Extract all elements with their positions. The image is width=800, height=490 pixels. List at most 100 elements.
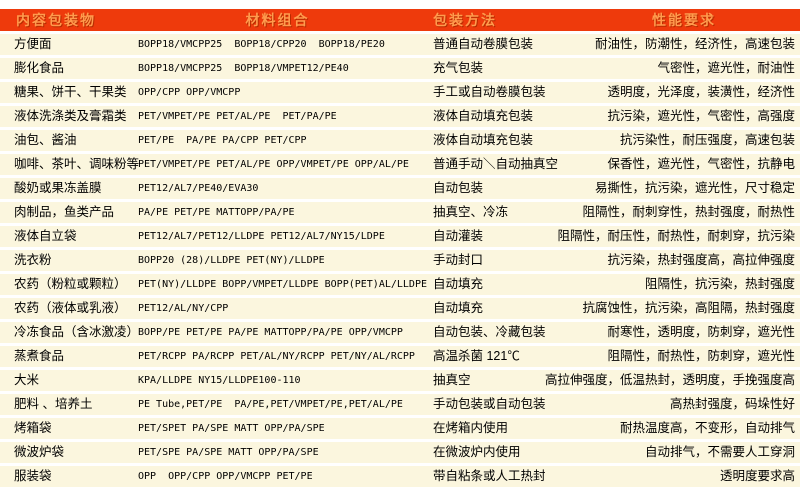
cell-requirements: 透明度要求高 <box>568 464 800 490</box>
cell-method: 手工或自动卷膜包装 <box>425 80 568 106</box>
cell-item: 酸奶或果冻盖膜 <box>0 176 130 202</box>
cell-method: 在烤箱内使用 <box>425 416 568 442</box>
cell-requirements: 抗污染，遮光性，气密性，高强度 <box>568 104 800 130</box>
column-header-materials: 材料组合 <box>130 9 425 34</box>
cell-method: 手动包装或自动包装 <box>425 392 568 418</box>
column-header-item: 内容包装物 <box>0 9 130 34</box>
table-header-row: 内容包装物 材料组合 包装方法 性能要求 <box>0 9 800 34</box>
cell-materials: PA/PE PET/PE MATTOPP/PA/PE <box>130 200 425 226</box>
cell-item: 农药（液体或乳液） <box>0 296 130 322</box>
cell-method: 自动灌装 <box>425 224 568 250</box>
cell-requirements: 耐热温度高，不变形，自动排气 <box>568 416 800 442</box>
cell-materials: OPP/CPP OPP/VMCPP <box>130 80 425 106</box>
cell-method: 抽真空、冷冻 <box>425 200 568 226</box>
table-row: 液体洗涤类及膏霜类 PET/VMPET/PE PET/AL/PE PET/PA/P… <box>0 104 800 130</box>
cell-materials: PET/SPE PA/SPE MATT OPP/PA/SPE <box>130 440 425 466</box>
cell-requirements: 抗腐蚀性，抗污染，高阻隔，热封强度 <box>568 296 800 322</box>
cell-item: 膨化食品 <box>0 56 130 82</box>
cell-method: 普通自动卷膜包装 <box>425 32 568 58</box>
cell-requirements: 阻隔性，抗污染，热封强度 <box>568 272 800 298</box>
table-row: 膨化食品 BOPP18/VMCPP25 BOPP18/VMPET12/PE40 充气… <box>0 56 800 82</box>
column-header-method: 包装方法 <box>425 9 568 34</box>
cell-materials: PET(NY)/LLDPE BOPP/VMPET/LLDPE BOPP(PET)… <box>130 272 427 298</box>
cell-materials: BOPP18/VMCPP25 BOPP18/VMPET12/PE40 <box>130 56 425 82</box>
cell-item: 方便面 <box>0 32 130 58</box>
cell-materials: PET12/AL/NY/CPP <box>130 296 425 322</box>
cell-item: 冷冻食品（含冰激凌） <box>0 320 139 346</box>
cell-requirements: 耐寒性，透明度，防刺穿，遮光性 <box>568 320 800 346</box>
packaging-table: 内容包装物 材料组合 包装方法 性能要求 方便面 BOPP18/VMCPP25 B… <box>0 9 800 490</box>
cell-requirements: 自动排气，不需要人工穿洞 <box>568 440 800 466</box>
table-row: 方便面 BOPP18/VMCPP25 BOPP18/CPP20 BOPP18/PE… <box>0 32 800 58</box>
cell-requirements: 耐油性，防潮性，经济性，高速包装 <box>568 32 800 58</box>
cell-requirements: 气密性，遮光性，耐油性 <box>568 56 800 82</box>
cell-item: 服装袋 <box>0 464 130 490</box>
table-row: 农药（液体或乳液） PET12/AL/NY/CPP 自动填充 抗腐蚀性，抗污染，高阻隔… <box>0 296 800 322</box>
table-row: 液体自立袋 PET12/AL7/PET12/LLDPE PET12/AL7/NY1… <box>0 224 800 250</box>
cell-item: 液体自立袋 <box>0 224 130 250</box>
table-row: 洗衣粉 BOPP20 (28)/LLDPE PET(NY)/LLDPE 手动封口 抗污… <box>0 248 800 274</box>
cell-requirements: 阻隔性，耐刺穿性，热封强度，耐热性 <box>568 200 800 226</box>
cell-materials: OPP OPP/CPP OPP/VMCPP PET/PE <box>130 464 425 490</box>
cell-item: 液体洗涤类及膏霜类 <box>0 104 130 130</box>
table-row: 酸奶或果冻盖膜 PET12/AL7/PE40/EVA30 自动包装 易撕性，抗污染，遮… <box>0 176 800 202</box>
table-body: 方便面 BOPP18/VMCPP25 BOPP18/CPP20 BOPP18/PE… <box>0 32 800 490</box>
table-row: 冷冻食品（含冰激凌） BOPP/PE PET/PE PA/PE MATTOPP/P… <box>0 320 800 346</box>
cell-requirements: 高拉伸强度，低温热封，透明度，手挽强度高 <box>545 368 800 394</box>
cell-item: 洗衣粉 <box>0 248 130 274</box>
cell-materials: KPA/LLDPE NY15/LLDPE100-110 <box>130 368 425 394</box>
cell-item: 肥料 、培养土 <box>0 392 130 418</box>
cell-item: 微波炉袋 <box>0 440 130 466</box>
table-row: 肉制品，鱼类产品 PA/PE PET/PE MATTOPP/PA/PE 抽真空、冷冻… <box>0 200 800 226</box>
cell-item: 肉制品，鱼类产品 <box>0 200 130 226</box>
cell-method: 普通手动＼自动抽真空 <box>425 152 568 178</box>
cell-requirements: 保香性，遮光性，气密性，抗静电 <box>568 152 800 178</box>
cell-materials: PET/VMPET/PE PET/AL/PE PET/PA/PE <box>130 104 425 130</box>
cell-item: 大米 <box>0 368 130 394</box>
cell-method: 充气包装 <box>425 56 568 82</box>
cell-requirements: 易撕性，抗污染，遮光性，尺寸稳定 <box>568 176 800 202</box>
cell-item: 糖果、饼干、干果类 <box>0 80 130 106</box>
table-row: 肥料 、培养土 PE Tube,PET/PE PA/PE,PET/VMPET/PE… <box>0 392 800 418</box>
cell-method: 抽真空 <box>425 368 568 394</box>
cell-method: 自动包装 <box>425 176 568 202</box>
cell-requirements: 抗污染性，耐压强度，高速包装 <box>568 128 800 154</box>
table-row: 糖果、饼干、干果类 OPP/CPP OPP/VMCPP 手工或自动卷膜包装 透明度，光… <box>0 80 800 106</box>
table-row: 农药（粉粒或颗粒） PET(NY)/LLDPE BOPP/VMPET/LLDPE … <box>0 272 800 298</box>
table-row: 咖啡、茶叶、调味粉等 PET/VMPET/PE PET/AL/PE OPP/VMP… <box>0 152 800 178</box>
cell-materials: PE Tube,PET/PE PA/PE,PET/VMPET/PE,PET/AL… <box>130 392 425 418</box>
cell-item: 烤箱袋 <box>0 416 130 442</box>
cell-item: 蒸煮食品 <box>0 344 130 370</box>
cell-materials: PET12/AL7/PE40/EVA30 <box>130 176 425 202</box>
table-row: 微波炉袋 PET/SPE PA/SPE MATT OPP/PA/SPE 在微波炉内使… <box>0 440 800 466</box>
table-row: 烤箱袋 PET/SPET PA/SPE MATT OPP/PA/SPE 在烤箱内使用… <box>0 416 800 442</box>
cell-requirements: 阻隔性，耐热性，防刺穿，遮光性 <box>568 344 800 370</box>
cell-materials: PET/PE PA/PE PA/CPP PET/CPP <box>130 128 425 154</box>
cell-materials: PET/VMPET/PE PET/AL/PE OPP/VMPET/PE OPP/… <box>130 152 425 178</box>
cell-materials: PET/SPET PA/SPE MATT OPP/PA/SPE <box>130 416 425 442</box>
cell-item: 农药（粉粒或颗粒） <box>0 272 130 298</box>
cell-item: 油包、酱油 <box>0 128 130 154</box>
cell-method: 高温杀菌 121℃ <box>425 344 568 370</box>
table-row: 蒸煮食品 PET/RCPP PA/RCPP PET/AL/NY/RCPP PET/… <box>0 344 800 370</box>
cell-method: 在微波炉内使用 <box>425 440 568 466</box>
cell-materials: BOPP20 (28)/LLDPE PET(NY)/LLDPE <box>130 248 425 274</box>
cell-requirements: 阻隔性，耐压性，耐热性，耐刺穿，抗污染 <box>557 224 800 250</box>
cell-requirements: 透明度，光泽度，装潢性，经济性 <box>568 80 800 106</box>
cell-item: 咖啡、茶叶、调味粉等 <box>0 152 139 178</box>
column-header-requirements: 性能要求 <box>568 9 800 34</box>
table-row: 服装袋 OPP OPP/CPP OPP/VMCPP PET/PE 带自粘条或人工热封… <box>0 464 800 490</box>
cell-materials: BOPP18/VMCPP25 BOPP18/CPP20 BOPP18/PE20 <box>130 32 425 58</box>
cell-method: 自动包装、冷藏包装 <box>425 320 568 346</box>
cell-method: 带自粘条或人工热封 <box>425 464 568 490</box>
cell-method: 手动封口 <box>425 248 568 274</box>
cell-method: 自动填充 <box>425 296 568 322</box>
cell-method: 液体自动填充包装 <box>425 128 568 154</box>
cell-method: 自动填充 <box>425 272 568 298</box>
cell-method: 液体自动填充包装 <box>425 104 568 130</box>
cell-materials: PET/RCPP PA/RCPP PET/AL/NY/RCPP PET/NY/A… <box>130 344 425 370</box>
table-row: 大米 KPA/LLDPE NY15/LLDPE100-110 抽真空 高拉伸强度，低温… <box>0 368 800 394</box>
cell-materials: PET12/AL7/PET12/LLDPE PET12/AL7/NY15/LDP… <box>130 224 425 250</box>
table-row: 油包、酱油 PET/PE PA/PE PA/CPP PET/CPP 液体自动填充包装… <box>0 128 800 154</box>
